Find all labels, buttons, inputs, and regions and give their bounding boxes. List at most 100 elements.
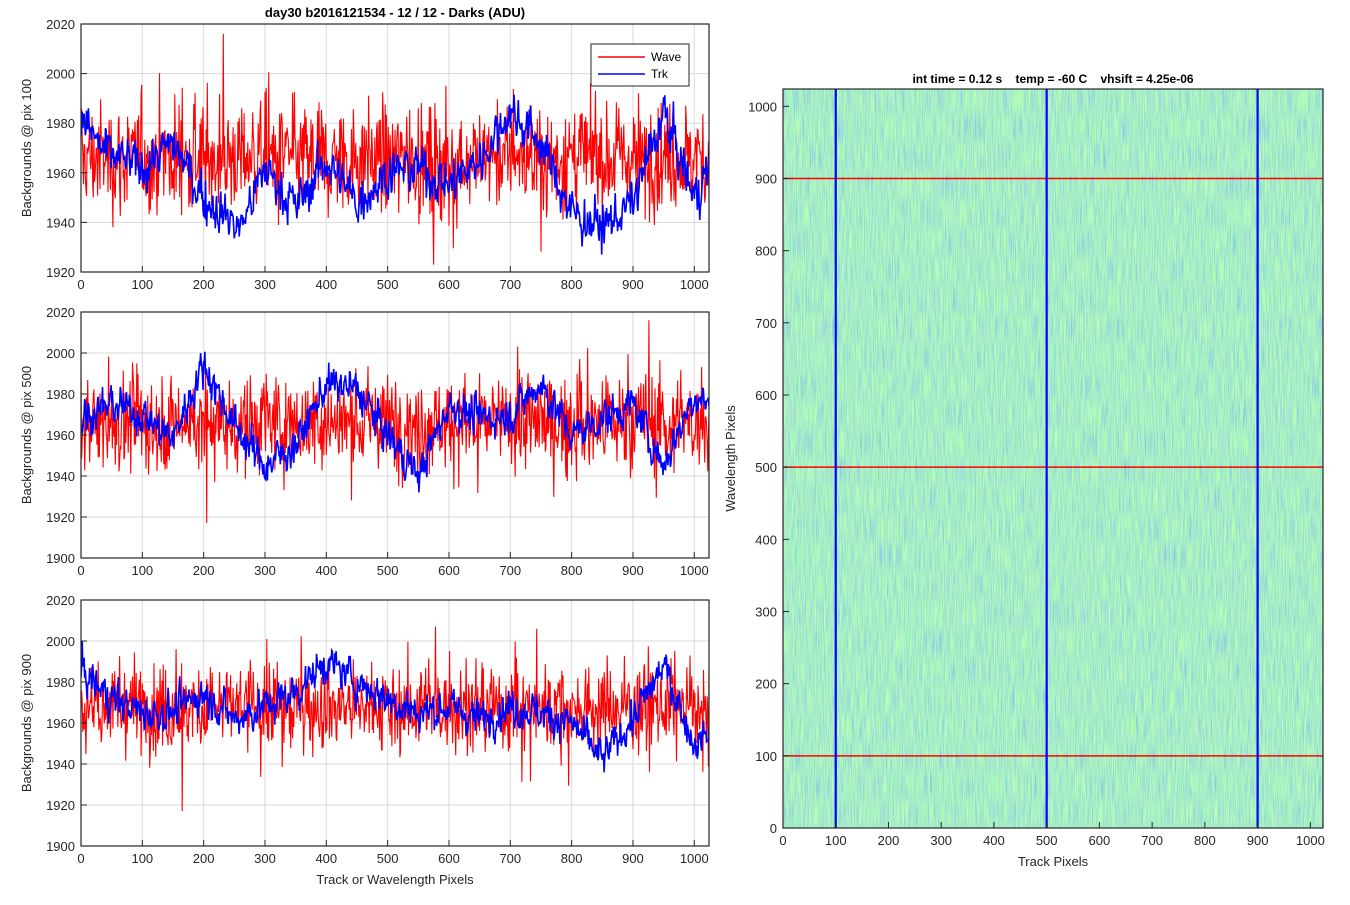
y-tick-label: 2000	[46, 67, 75, 82]
x-tick-label: 300	[930, 833, 952, 848]
line-panel-pix-500: 0 100 200 300 400 500 600 700 800 900 1000 1900 1920…	[19, 305, 710, 578]
y-tick-label: 2000	[46, 346, 75, 361]
legend: Wave Trk	[590, 43, 690, 87]
heatmap-image	[783, 89, 1323, 828]
y-tick-label: 1960	[46, 428, 75, 443]
series-group	[81, 320, 709, 524]
y-tick-label: 1980	[46, 116, 75, 131]
legend-label-wave: Wave	[651, 50, 682, 64]
tick-labels: 0 100 200 300 400 500 600 700 800 900 1000 1920 1940…	[46, 17, 709, 292]
x-tick-label: 400	[315, 851, 337, 866]
x-tick-label: 900	[622, 851, 644, 866]
y-tick-label: 100	[755, 749, 777, 764]
chart-title: day30 b2016121534 - 12 / 12 - Darks (ADU…	[265, 5, 525, 20]
y-tick-label: 900	[755, 171, 777, 186]
x-tick-label: 900	[622, 277, 644, 292]
series-line-trk	[81, 94, 709, 255]
plot-frame	[80, 23, 710, 273]
tick-labels: 0 100 200 300 400 500 600 700 800 900 1000 1900 1920…	[46, 593, 709, 866]
x-tick-label: 600	[438, 851, 460, 866]
y-tick-label: 1920	[46, 510, 75, 525]
y-tick-label: 1920	[46, 798, 75, 813]
x-tick-label: 700	[1141, 833, 1163, 848]
y-tick-label: 1940	[46, 469, 75, 484]
x-tick-label: 0	[77, 851, 84, 866]
x-tick-label: 200	[193, 851, 215, 866]
x-tick-label: 600	[438, 277, 460, 292]
x-tick-label: 100	[131, 277, 153, 292]
x-tick-label: 200	[193, 277, 215, 292]
heatmap-texture	[783, 89, 1323, 828]
y-tick-label: 600	[755, 388, 777, 403]
x-tick-label: 1000	[680, 277, 709, 292]
line-panel-pix-900: 0 100 200 300 400 500 600 700 800 900 1000 1900 1920…	[19, 593, 710, 887]
y-tick-label: 1960	[46, 716, 75, 731]
heatmap-title: int time = 0.12 s temp = -60 C vhsift = …	[912, 72, 1193, 86]
series-line-trk	[81, 641, 709, 773]
y-tick-label: 300	[755, 604, 777, 619]
y-tick-label: 1980	[46, 387, 75, 402]
x-tick-label: 1000	[680, 563, 709, 578]
tick-labels: 0 100 200 300 400 500 600 700 800 900 1000 0 100 200 3…	[748, 99, 1325, 848]
x-tick-label: 500	[377, 277, 399, 292]
x-tick-label: 500	[377, 851, 399, 866]
x-tick-label: 500	[377, 563, 399, 578]
y-tick-label: 800	[755, 244, 777, 259]
x-tick-label: 900	[1247, 833, 1269, 848]
y-tick-label: 0	[770, 821, 777, 836]
series-line-wave	[81, 33, 709, 265]
x-tick-label: 800	[561, 563, 583, 578]
x-tick-label: 700	[499, 277, 521, 292]
x-tick-label: 0	[77, 277, 84, 292]
x-axis-label: Track or Wavelength Pixels	[316, 872, 474, 887]
x-tick-label: 0	[77, 563, 84, 578]
x-tick-label: 100	[131, 563, 153, 578]
x-tick-label: 900	[622, 563, 644, 578]
y-tick-label: 400	[755, 532, 777, 547]
y-axis-label: Wavelength Pixels	[723, 405, 738, 512]
x-tick-label: 400	[315, 563, 337, 578]
y-axis-label: Backgrounds @ pix 100	[19, 79, 34, 217]
x-tick-label: 300	[254, 563, 276, 578]
series-group	[81, 626, 709, 812]
series-line-wave	[81, 626, 709, 812]
x-tick-label: 800	[561, 277, 583, 292]
marker-lines	[783, 89, 1323, 828]
x-tick-label: 700	[499, 563, 521, 578]
y-tick-label: 1940	[46, 757, 75, 772]
x-tick-label: 0	[779, 833, 786, 848]
x-tick-label: 400	[315, 277, 337, 292]
y-tick-label: 1980	[46, 675, 75, 690]
x-tick-label: 500	[1036, 833, 1058, 848]
x-tick-label: 200	[878, 833, 900, 848]
x-tick-label: 200	[193, 563, 215, 578]
y-tick-label: 1960	[46, 166, 75, 181]
y-tick-label: 1940	[46, 215, 75, 230]
x-tick-label: 800	[1194, 833, 1216, 848]
x-tick-label: 600	[1089, 833, 1111, 848]
line-panel-pix-100: 0 100 200 300 400 500 600 700 800 900 1000 1920 1940…	[19, 17, 710, 292]
y-tick-label: 2000	[46, 634, 75, 649]
x-tick-label: 1000	[680, 851, 709, 866]
y-tick-label: 1920	[46, 265, 75, 280]
heatmap-panel: int time = 0.12 s temp = -60 C vhsift = …	[723, 72, 1325, 869]
x-tick-label: 1000	[1296, 833, 1325, 848]
plot-frame	[782, 88, 1324, 829]
x-tick-label: 300	[254, 851, 276, 866]
y-tick-label: 200	[755, 677, 777, 692]
y-tick-label: 1900	[46, 551, 75, 566]
y-tick-label: 1900	[46, 839, 75, 854]
y-tick-label: 2020	[46, 305, 75, 320]
y-axis-label: Backgrounds @ pix 900	[19, 654, 34, 792]
x-tick-label: 700	[499, 851, 521, 866]
y-tick-label: 2020	[46, 17, 75, 32]
x-tick-label: 600	[438, 563, 460, 578]
series-group	[81, 33, 709, 265]
y-tick-label: 1000	[748, 99, 777, 114]
x-tick-label: 100	[825, 833, 847, 848]
legend-box	[590, 43, 690, 87]
x-tick-label: 100	[131, 851, 153, 866]
x-tick-label: 400	[983, 833, 1005, 848]
